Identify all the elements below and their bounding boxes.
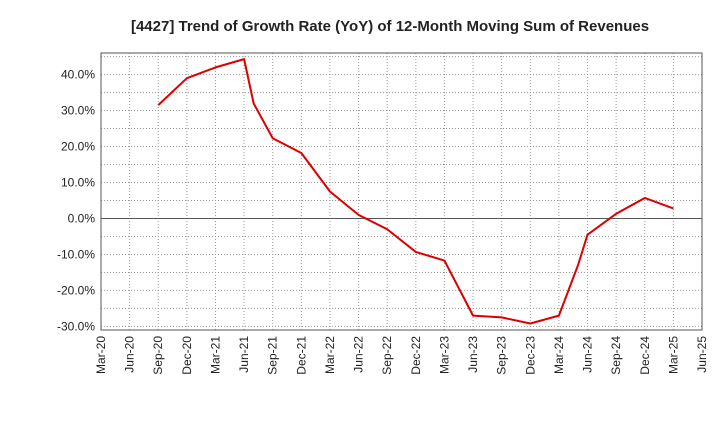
series-line xyxy=(157,58,674,325)
x-axis-ticks: Mar-20 Jun-20 Sep-20 Dec-20 Mar-21 Jun-21 Sep-… xyxy=(94,336,709,375)
y-axis-ticks: 40.0% 30.0% 20.0% 10.0% 0.0% -10.0% -20.0% -30.… xyxy=(57,68,95,334)
x-tick-label: Dec-22 xyxy=(409,336,423,375)
y-tick-label: 0.0% xyxy=(68,211,96,225)
x-tick-label: Dec-23 xyxy=(523,336,537,375)
x-tick-label: Dec-20 xyxy=(180,336,194,375)
plot-area xyxy=(101,53,702,330)
x-tick-label: Mar-24 xyxy=(552,336,566,374)
gridlines xyxy=(100,53,703,330)
y-tick-label: 40.0% xyxy=(61,68,95,82)
y-tick-label: -30.0% xyxy=(57,319,95,333)
x-tick-label: Jun-23 xyxy=(466,336,480,373)
y-tick-label: -10.0% xyxy=(57,247,95,261)
x-tick-label: Sep-24 xyxy=(609,336,623,375)
x-tick-label: Jun-22 xyxy=(352,336,366,373)
x-tick-label: Sep-20 xyxy=(151,336,165,375)
x-tick-label: Mar-23 xyxy=(437,336,451,374)
y-tick-label: 10.0% xyxy=(61,176,95,190)
x-tick-label: Sep-21 xyxy=(266,336,280,375)
x-tick-label: Mar-22 xyxy=(323,336,337,374)
x-tick-label: Mar-21 xyxy=(208,336,222,374)
x-tick-label: Sep-22 xyxy=(380,336,394,375)
x-tick-label: Jun-21 xyxy=(237,336,251,373)
chart-title: [4427] Trend of Growth Rate (YoY) of 12-… xyxy=(131,18,649,35)
x-tick-label: Sep-23 xyxy=(495,336,509,375)
y-tick-label: 30.0% xyxy=(61,104,95,118)
series-group xyxy=(157,58,674,325)
x-tick-label: Jun-25 xyxy=(695,336,709,373)
y-tick-label: 20.0% xyxy=(61,140,95,154)
x-tick-label: Jun-20 xyxy=(123,336,137,373)
x-tick-label: Mar-25 xyxy=(666,336,680,374)
x-tick-label: Mar-20 xyxy=(94,336,108,374)
x-tick-label: Jun-24 xyxy=(581,336,595,373)
y-tick-label: -20.0% xyxy=(57,283,95,297)
x-tick-label: Dec-24 xyxy=(638,336,652,375)
x-tick-label: Dec-21 xyxy=(294,336,308,375)
plot-frame xyxy=(100,52,703,331)
